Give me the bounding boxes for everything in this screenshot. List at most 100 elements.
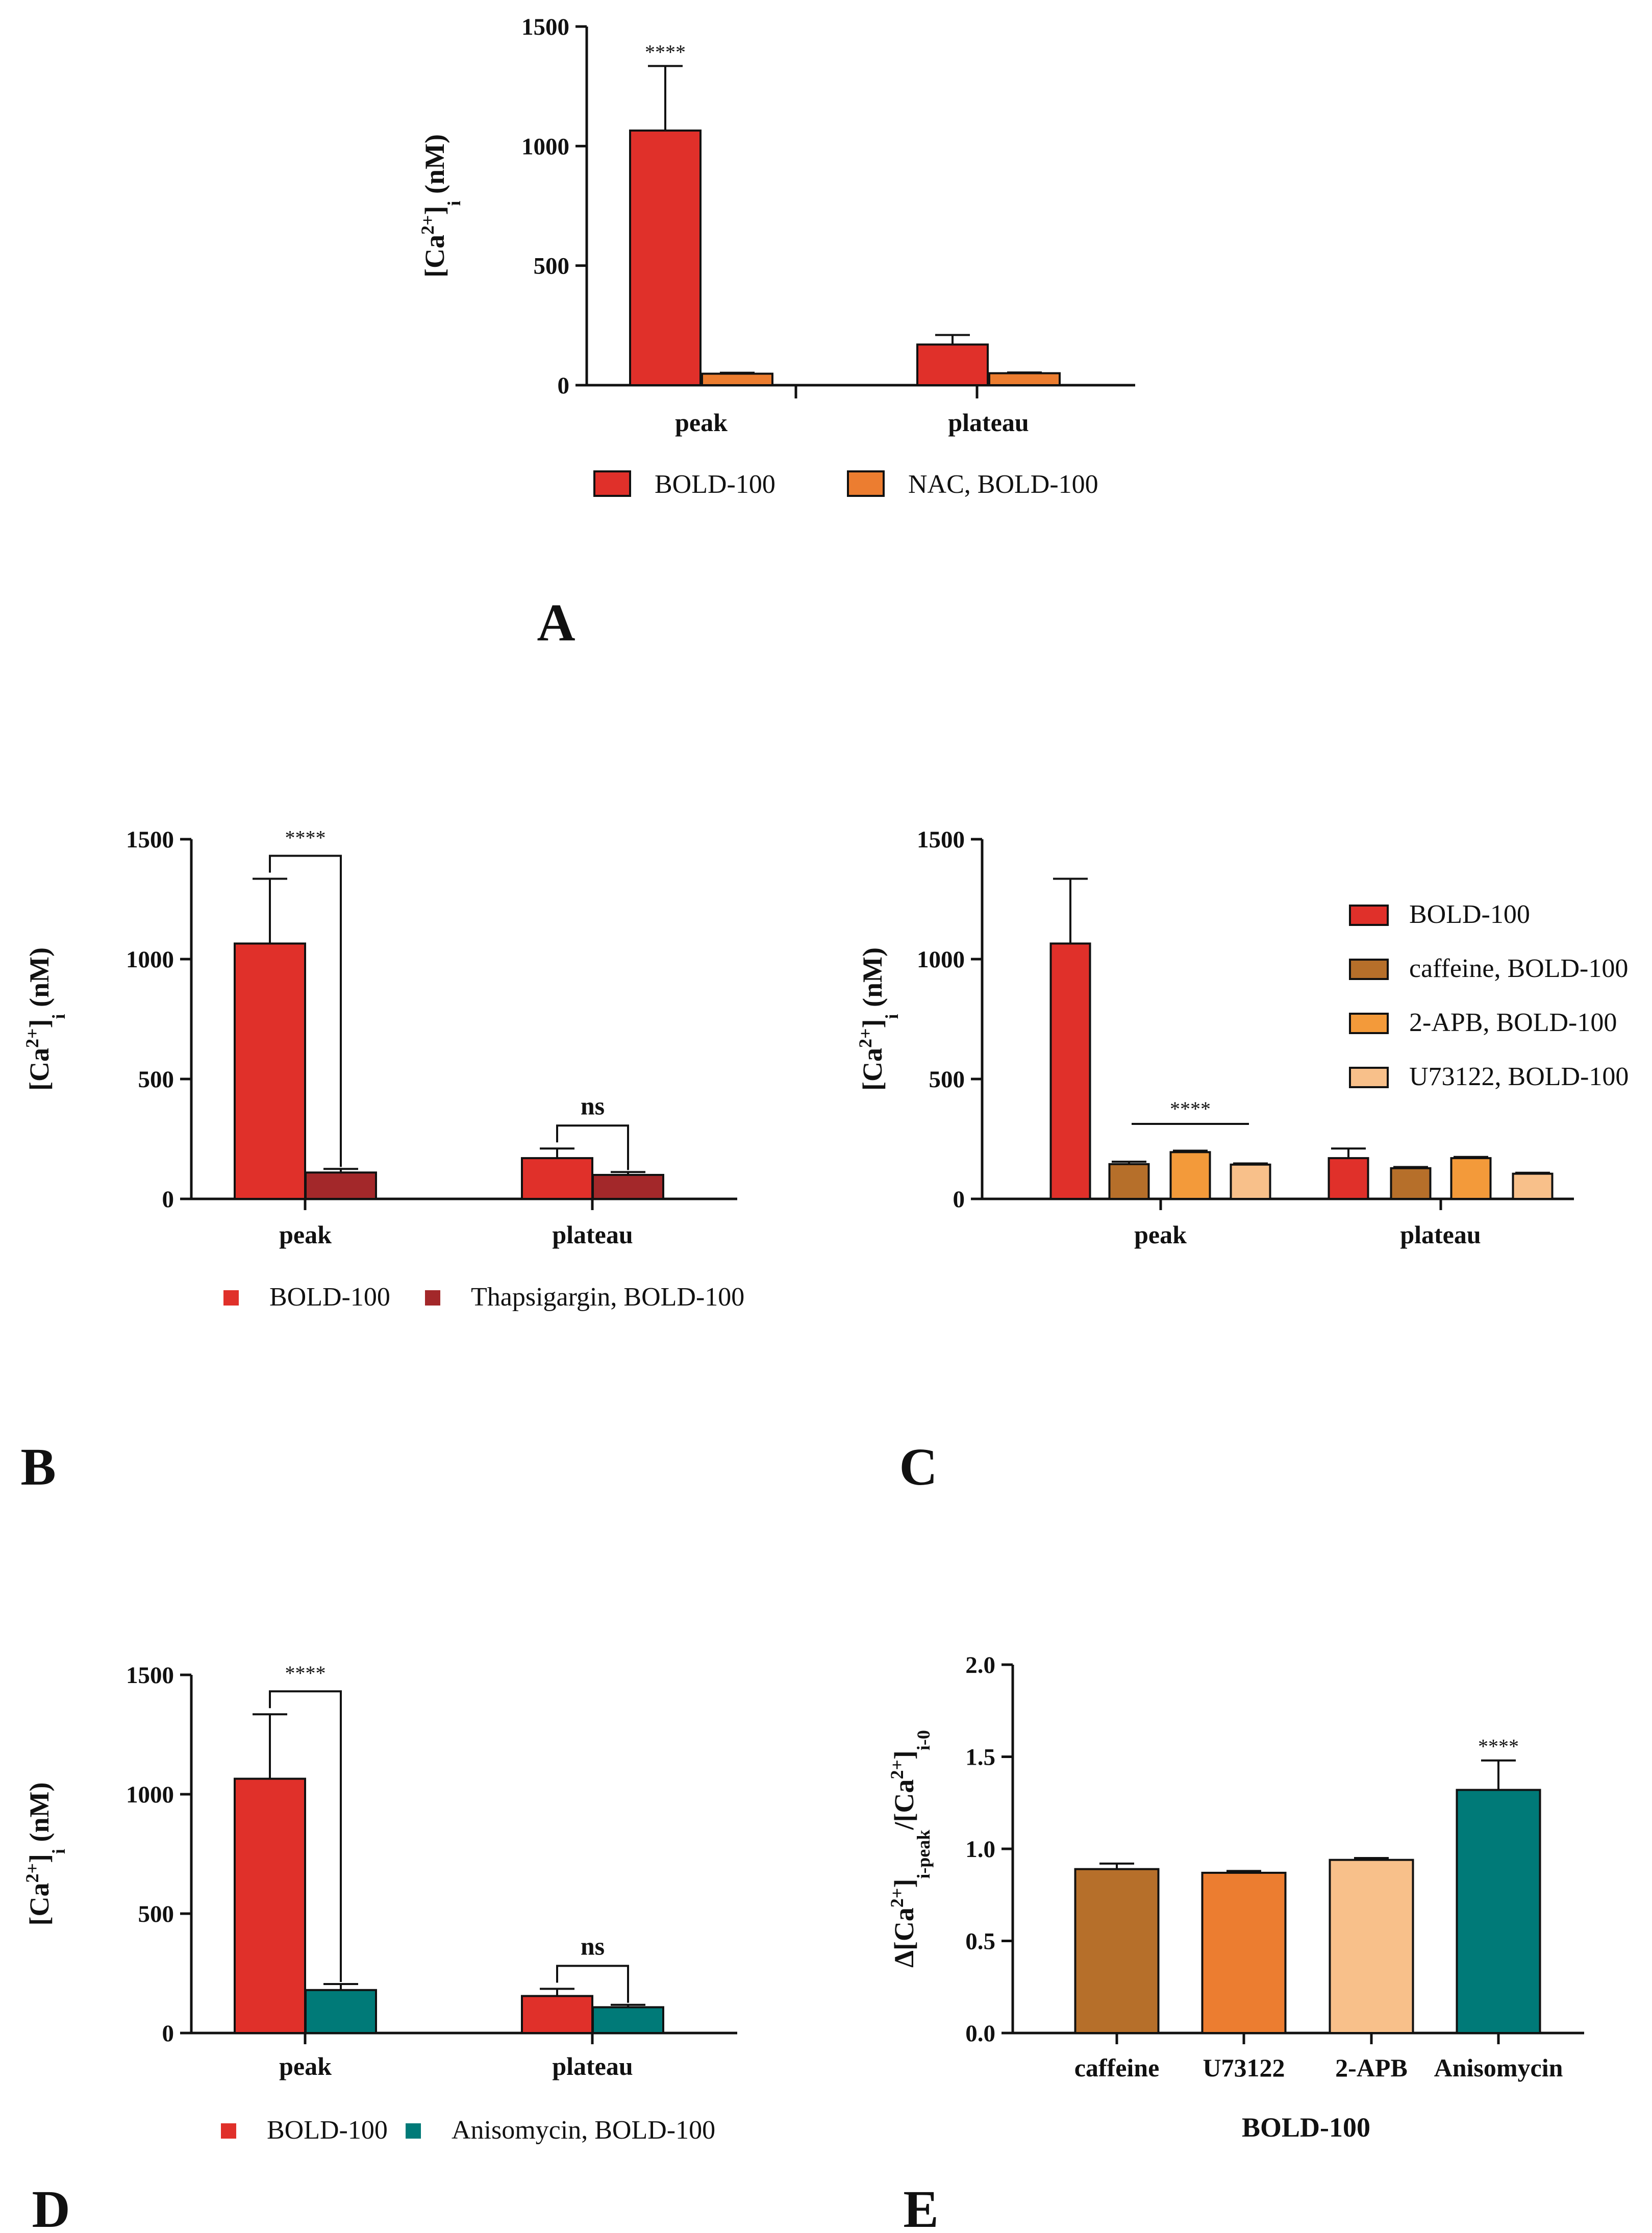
legend: BOLD-100 NAC, BOLD-100 [593,470,1098,499]
bar [1074,1868,1160,2034]
bar [1108,1163,1150,1200]
significance-bracket [556,1965,629,2003]
legend-swatch [1349,959,1389,980]
x-tick-label: peak [279,1220,332,1249]
bar [1456,1789,1541,2034]
y-tick-label: 1500 [126,826,174,853]
y-axis-label: [Ca2+]i (nM) [417,134,464,278]
x-tick-label: peak [675,408,728,437]
bar [592,2006,664,2035]
legend-label: NAC, BOLD-100 [908,470,1098,499]
y-axis-label-part: i [444,200,464,206]
x-tick-label: caffeine [1074,2053,1160,2082]
y-axis-label-part: ] [24,1019,55,1028]
y-tick-label: 1.5 [965,1744,995,1771]
legend-label: BOLD-100 [655,470,775,499]
legend-label: BOLD-100 [1409,900,1530,929]
significance-label: **** [645,40,686,63]
y-axis-label-part: 2+ [887,1760,907,1779]
panel-c: 0 500 1000 1500 peak plateau [Ca2+]i (nM) **** B… [855,826,1629,1249]
x-tick-label: plateau [1400,1220,1481,1249]
panel-letter-a: A [537,593,575,652]
legend: BOLD-100 caffeine, BOLD-100 2-APB, BOLD-10… [1349,900,1629,1091]
y-axis-label-part: 2+ [22,1028,42,1048]
y-axis-label-part: Δ[Ca [889,1908,919,1968]
y-axis-label-part: ] [24,1854,55,1863]
y-tick-label: 1500 [126,1662,174,1689]
panel-e: 0.0 0.5 1.0 1.5 2.0 caffeine U73122 2-APB Anisom… [887,1652,1584,2143]
y-axis-label: [Ca2+]i (nM) [22,947,69,1091]
significance-label: **** [1170,1097,1211,1120]
y-axis-label-part: (nM) [857,947,888,1014]
y-tick-label: 1.0 [965,1836,995,1863]
y-axis-label-part: [Ca [419,235,450,278]
x-tick-label: peak [1134,1220,1187,1249]
bar [521,1995,593,2034]
legend-swatch [593,470,631,497]
legend-label: 2-APB, BOLD-100 [1409,1008,1617,1037]
bar [305,1171,377,1200]
legend-label: Thapsigargin, BOLD-100 [471,1283,744,1312]
legend: BOLD-100 Thapsigargin, BOLD-100 [223,1283,744,1312]
y-axis-label-part: (nM) [419,134,450,200]
y-tick-label: 500 [929,1066,965,1093]
y-axis-label-part: i-peak [913,1830,934,1879]
bar [1049,942,1091,1200]
legend-label: caffeine, BOLD-100 [1409,954,1628,983]
bar [1328,1157,1369,1200]
bar [521,1157,593,1200]
y-axis-label-part: i [48,1014,69,1019]
x-tick-label: plateau [948,408,1029,437]
x-tick-label: plateau [552,2052,633,2080]
y-axis-label-part: i [882,1014,902,1019]
bar [305,1989,377,2035]
legend-swatch [847,470,885,497]
y-axis-label: Δ[Ca2+]i-peak/[Ca2+]i-0 [887,1730,934,1968]
bar [234,942,306,1200]
y-axis-label-part: 2+ [855,1028,875,1048]
panel-letter-c: C [899,1438,937,1496]
y-tick-label: 0.0 [965,2020,995,2047]
panel-b: 0 500 1000 1500 peak plateau [Ca2+]i (nM) **** n… [22,826,744,1312]
bar [592,1174,664,1200]
significance-bracket [269,1690,342,1983]
y-tick-label: 0 [162,1186,174,1213]
y-tick-label: 1500 [521,14,569,40]
legend-swatch [425,1290,440,1306]
bar [234,1777,306,2035]
legend-label: BOLD-100 [267,2116,388,2145]
legend-swatch [1349,1067,1389,1088]
significance-label: **** [285,826,326,849]
bar [1390,1167,1432,1200]
y-tick-label: 1000 [521,133,569,160]
significance-bracket [556,1124,629,1170]
bar [629,129,702,386]
panel-letter-e: E [903,2180,938,2233]
y-axis-label-part: i [48,1849,69,1854]
legend-label: U73122, BOLD-100 [1409,1062,1629,1091]
y-tick-label: 500 [534,253,570,280]
y-axis-label-part: ] [419,206,450,215]
y-axis-label-part: 2+ [22,1863,42,1883]
y-tick-label: 2.0 [965,1652,995,1678]
y-tick-label: 1500 [917,826,965,853]
x-axis-title: BOLD-100 [1242,2112,1370,2143]
significance-label: **** [1478,1735,1519,1758]
x-tick-label: peak [279,2052,332,2080]
bar [1450,1157,1492,1200]
x-tick-label: U73122 [1203,2053,1285,2082]
legend-swatch [1349,1013,1389,1034]
panel-a: 0 500 1000 1500 peak plateau [Ca2+]i (nM) **** B… [417,14,1135,499]
y-tick-label: 1000 [126,946,174,973]
y-tick-label: 1000 [126,1782,174,1808]
y-axis-label-part: 2+ [887,1888,907,1908]
legend-swatch [406,2123,421,2139]
y-tick-label: 0 [953,1186,965,1213]
y-axis-label: [Ca2+]i (nM) [22,1783,69,1926]
y-tick-label: 1000 [917,946,965,973]
panel-letter-d: D [32,2180,70,2233]
panel-d: 0 500 1000 1500 peak plateau [Ca2+]i (nM) **** n… [22,1662,737,2145]
y-axis-label-part: 2+ [417,215,438,235]
x-tick-label: plateau [552,1220,633,1249]
